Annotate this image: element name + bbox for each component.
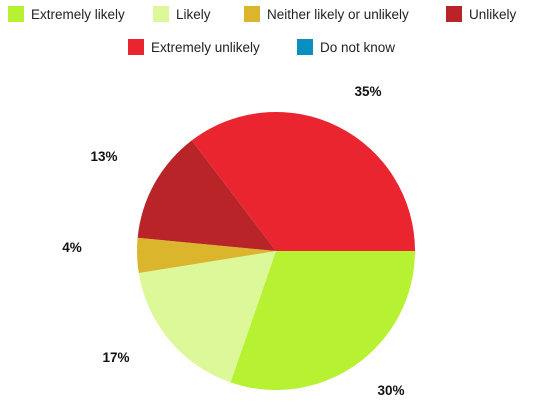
pie-slice-likely <box>138 251 276 383</box>
legend-swatch-likely <box>153 6 169 22</box>
pct-label-neither-likely-or-unlikely: 4% <box>62 240 82 255</box>
pie-slice-extremely-unlikely <box>191 112 415 251</box>
legend-label-extremely-unlikely: Extremely unlikely <box>151 40 260 55</box>
pct-label-unlikely: 13% <box>90 149 117 164</box>
legend-swatch-neither-likely-or-unlikely <box>244 6 260 22</box>
slice-labels: 30% 17% 4% 13% 35% <box>62 84 404 398</box>
pct-label-extremely-likely: 30% <box>377 383 404 398</box>
pct-label-likely: 17% <box>102 350 129 365</box>
legend-label-unlikely: Unlikely <box>469 7 517 22</box>
legend-label-neither-likely-or-unlikely: Neither likely or unlikely <box>267 7 409 22</box>
pie-slice-unlikely <box>137 140 276 251</box>
pie-slice-neither-likely-or-unlikely <box>137 237 276 273</box>
pie-slices <box>137 112 415 391</box>
legend-swatch-unlikely <box>446 6 462 22</box>
pie-slice-extremely-likely <box>230 251 415 391</box>
pct-label-extremely-unlikely: 35% <box>354 84 381 99</box>
legend-swatch-extremely-likely <box>8 6 24 22</box>
legend: Extremely likely Likely Neither likely or … <box>8 6 517 55</box>
legend-swatch-extremely-unlikely <box>128 39 144 55</box>
legend-label-do-not-know: Do not know <box>320 40 395 55</box>
legend-swatch-do-not-know <box>297 39 313 55</box>
legend-label-extremely-likely: Extremely likely <box>31 7 125 22</box>
legend-label-likely: Likely <box>176 7 211 22</box>
